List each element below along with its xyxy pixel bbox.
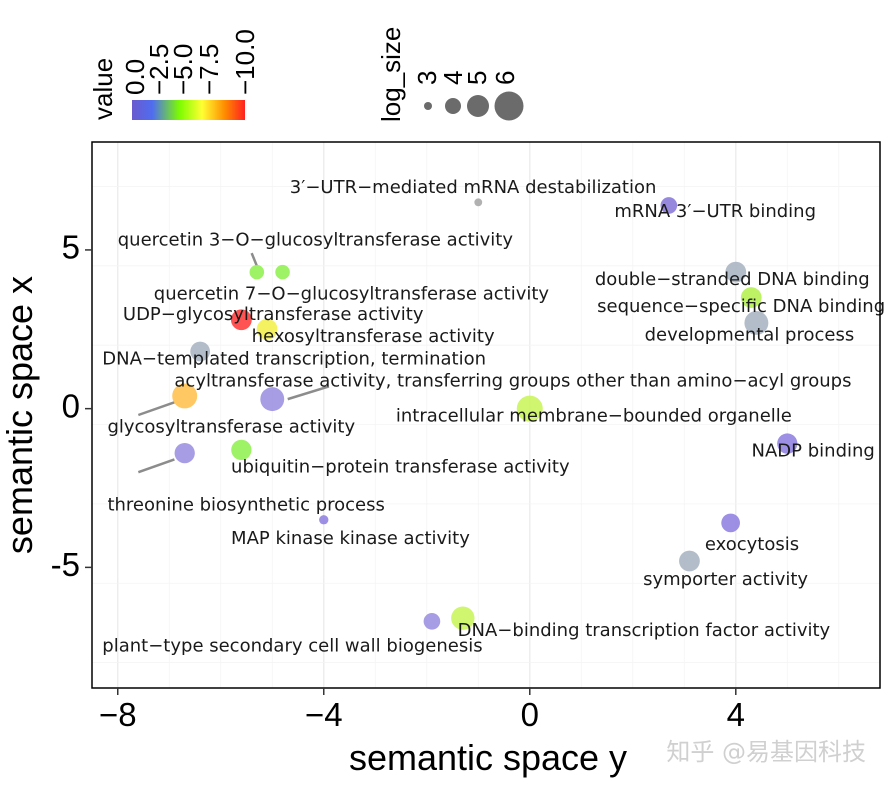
term-label: plant−type secondary cell wall biogenesi… xyxy=(102,636,482,657)
term-label: exocytosis xyxy=(705,534,799,555)
value-legend-label-1: −2.5 xyxy=(144,44,174,95)
data-point xyxy=(174,442,195,464)
term-label: ubiquitin−protein transferase activity xyxy=(231,456,570,477)
leader-line xyxy=(137,401,175,417)
plot-border xyxy=(91,141,881,689)
data-point xyxy=(230,309,252,331)
size-legend-dot-5 xyxy=(467,95,489,117)
data-point xyxy=(725,261,747,283)
term-label: MAP kinase kinase activity xyxy=(231,528,470,549)
data-point xyxy=(474,198,483,207)
data-point xyxy=(190,341,211,362)
leader-line xyxy=(287,385,330,401)
size-legend-label-2: 5 xyxy=(462,71,492,85)
y-tick-label: 0 xyxy=(62,387,80,424)
term-label: DNA−binding transcription factor activit… xyxy=(458,620,831,641)
x-tick-label: −4 xyxy=(305,696,343,733)
data-point xyxy=(249,264,265,280)
term-labels: 3′−UTR−mediated mRNA destabilization mRNA… xyxy=(102,177,885,657)
term-label: quercetin 3−O−glucosyltransferase activi… xyxy=(118,229,514,250)
value-colorbar xyxy=(132,100,245,120)
data-point xyxy=(744,310,769,335)
value-legend-label-4: −10.0 xyxy=(230,29,260,95)
data-point xyxy=(740,287,762,308)
term-label: developmental process xyxy=(645,325,855,346)
size-legend-label-1: 4 xyxy=(438,71,468,85)
term-label: symporter activity xyxy=(643,569,808,590)
data-point xyxy=(660,197,678,214)
size-legend-dot-4 xyxy=(445,98,461,114)
data-point xyxy=(423,613,441,630)
size-legend-dot-6 xyxy=(494,91,524,121)
value-legend-label-2: −5.0 xyxy=(168,44,198,95)
plot-panel xyxy=(92,142,880,688)
term-label: acyltransferase activity, transferring g… xyxy=(174,371,851,392)
size-legend-dot-3 xyxy=(424,102,432,110)
term-label: UDP−glycosyltransferase activity xyxy=(123,304,424,325)
data-point xyxy=(231,439,252,461)
size-legend: log_size 3 4 5 6 xyxy=(376,27,524,122)
size-legend-label-3: 6 xyxy=(490,71,520,85)
x-tick-label: −8 xyxy=(99,696,137,733)
size-legend-title: log_size xyxy=(376,27,406,122)
data-point xyxy=(679,550,700,572)
data-point xyxy=(451,606,475,630)
data-point xyxy=(777,433,798,454)
term-label: double−stranded DNA binding xyxy=(595,269,870,290)
size-legend-label-0: 3 xyxy=(412,71,442,85)
term-label: DNA−templated transcription, termination xyxy=(102,348,486,369)
leader-line xyxy=(250,252,258,267)
term-label: sequence−specific DNA binding xyxy=(597,296,885,317)
data-point xyxy=(260,387,285,412)
value-legend-title: value xyxy=(88,58,118,120)
x-axis-ticks: −8 −4 0 4 xyxy=(99,688,745,733)
term-label: quercetin 7−O−glucosyltransferase activi… xyxy=(154,283,550,304)
x-tick-label: 0 xyxy=(521,696,539,733)
y-axis-label: semantic space x xyxy=(0,276,40,554)
data-points xyxy=(172,197,798,630)
term-label: threonine biosynthetic process xyxy=(107,494,384,515)
term-label: NADP binding xyxy=(752,441,875,462)
data-point xyxy=(319,515,329,525)
data-point xyxy=(721,513,741,533)
y-axis-ticks: -5 0 5 xyxy=(51,229,92,583)
value-legend: value 0.0 −2.5 −5.0 −7.5 −10.0 xyxy=(88,29,260,120)
grid-lines xyxy=(92,142,880,688)
leader-lines xyxy=(137,252,330,474)
term-label: glycosyltransferase activity xyxy=(107,417,355,438)
term-label: 3′−UTR−mediated mRNA destabilization xyxy=(290,177,657,198)
term-label: mRNA 3′−UTR binding xyxy=(614,201,816,222)
y-tick-label: 5 xyxy=(62,229,80,266)
leader-line xyxy=(137,458,175,474)
term-label: hexosyltransferase activity xyxy=(252,326,495,347)
data-point xyxy=(516,395,543,422)
data-point xyxy=(256,318,278,340)
watermark-text: 知乎 @易基因科技 xyxy=(666,738,866,766)
x-axis-label: semantic space y xyxy=(349,737,627,778)
value-legend-label-3: −7.5 xyxy=(194,44,224,95)
x-tick-label: 4 xyxy=(727,696,745,733)
y-tick-label: -5 xyxy=(51,546,80,583)
data-point xyxy=(172,383,198,409)
term-label: intracellular membrane−bounded organelle xyxy=(396,406,792,427)
value-legend-label-0: 0.0 xyxy=(120,59,150,95)
data-point xyxy=(275,264,290,280)
